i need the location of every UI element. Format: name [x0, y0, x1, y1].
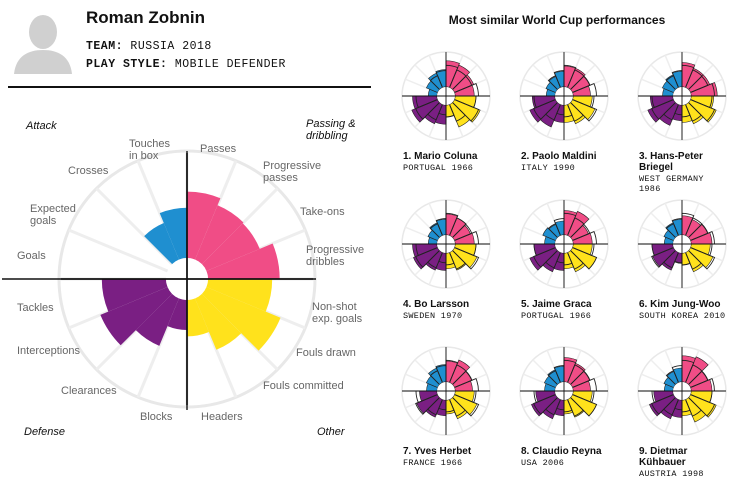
- similar-radial-chart: [401, 51, 491, 141]
- category-label: Fouls committed: [263, 380, 344, 392]
- team-line: TEAM: RUSSIA 2018: [86, 40, 212, 53]
- header-divider: [8, 86, 371, 88]
- category-label: Fouls drawn: [296, 347, 356, 359]
- bar-headers: [187, 298, 209, 337]
- similar-radial-chart: [637, 199, 727, 289]
- category-label: Tackles: [17, 302, 54, 314]
- category-label: Non-shot exp. goals: [312, 301, 363, 325]
- similar-radial-chart: [519, 199, 609, 289]
- similar-player-name: 4. Bo Larsson: [403, 299, 470, 310]
- similar-player-team: SOUTH KOREA 2010: [639, 311, 726, 321]
- similar-radial-chart: [519, 346, 609, 436]
- category-label: Take-ons: [300, 206, 345, 218]
- bar-take-ons: [201, 223, 260, 271]
- bar-non-shot-exp-goals: [206, 279, 273, 312]
- bar-fouls-drawn: [201, 287, 281, 351]
- similar-radial-chart: [637, 51, 727, 141]
- bar-progressive-passes: [195, 205, 244, 265]
- similar-player-team: WEST GERMANY 1986: [639, 174, 704, 194]
- bar-crosses: [144, 223, 179, 265]
- similar-radial-chart: [401, 199, 491, 289]
- category-label: Progressive passes: [263, 160, 322, 184]
- bar-progressive-dribbles: [206, 243, 280, 279]
- similar-player-name: 2. Paolo Maldini: [521, 151, 597, 162]
- person-silhouette-icon: [14, 15, 72, 74]
- similar-player-team: AUSTRIA 1998: [639, 469, 704, 479]
- similar-player-team: PORTUGAL 1966: [403, 163, 474, 173]
- category-label: Blocks: [140, 411, 173, 423]
- category-label: Clearances: [61, 385, 117, 397]
- quadrant-label-passing: Passing & dribbling: [306, 118, 356, 142]
- quadrant-label-defense: Defense: [24, 426, 65, 438]
- main-radial-chart: [2, 149, 317, 410]
- style-value: MOBILE DEFENDER: [174, 58, 286, 71]
- bar-fouls-committed: [195, 293, 242, 350]
- similar-player-team: ITALY 1990: [521, 163, 576, 173]
- similar-player-team: FRANCE 1966: [403, 458, 463, 468]
- similar-player-name: 9. Dietmar Kühbauer: [639, 446, 688, 468]
- category-label: Interceptions: [17, 345, 80, 357]
- style-label: PLAY STYLE:: [86, 58, 168, 71]
- team-value: RUSSIA 2018: [130, 40, 212, 53]
- similar-player-team: SWEDEN 1970: [403, 311, 463, 321]
- bar-blocks: [167, 298, 187, 330]
- bar-touches-in-box: [159, 207, 187, 260]
- category-label: Goals: [17, 250, 46, 262]
- avatar: [12, 8, 74, 74]
- category-label: Progressive dribbles: [306, 244, 365, 268]
- bar-clearances: [135, 293, 179, 346]
- style-line: PLAY STYLE: MOBILE DEFENDER: [86, 58, 286, 71]
- similar-radial-chart: [519, 51, 609, 141]
- bar-interceptions: [100, 287, 173, 346]
- similar-player-name: 5. Jaime Graca: [521, 299, 592, 310]
- similar-player-team: USA 2006: [521, 458, 565, 468]
- similar-player-name: 7. Yves Herbet: [403, 446, 472, 457]
- category-label: Headers: [201, 411, 243, 423]
- similar-player-name: 6. Kim Jung-Woo: [639, 299, 721, 310]
- quadrant-label-other: Other: [317, 426, 345, 438]
- bar-passes: [187, 191, 221, 260]
- bar-tackles: [101, 279, 168, 312]
- category-label: Passes: [200, 143, 237, 155]
- similar-player-name: 8. Claudio Reyna: [521, 446, 602, 457]
- similar-player-name: 1. Mario Coluna: [403, 151, 478, 162]
- category-label: Touches in box: [129, 138, 170, 162]
- similar-player-team: PORTUGAL 1966: [521, 311, 592, 321]
- category-label: Expected goals: [30, 203, 76, 227]
- similar-player-name: 3. Hans-Peter Briegel: [639, 151, 703, 173]
- category-label: Crosses: [68, 165, 109, 177]
- similar-radial-chart: [637, 346, 727, 436]
- similar-radial-chart: [401, 346, 491, 436]
- quadrant-label-attack: Attack: [26, 120, 57, 132]
- team-label: TEAM:: [86, 40, 124, 53]
- similar-title: Most similar World Cup performances: [448, 13, 666, 27]
- grid-spoke: [68, 228, 169, 273]
- player-name: Roman Zobnin: [86, 8, 205, 27]
